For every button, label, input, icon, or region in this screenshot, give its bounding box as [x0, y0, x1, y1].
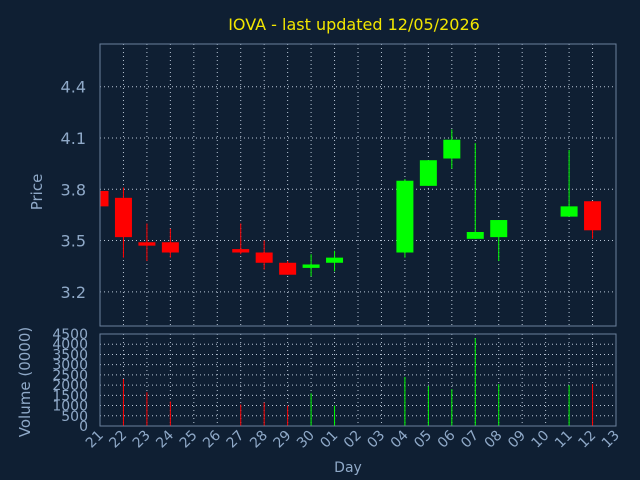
candle-body — [302, 264, 320, 268]
volume-plot-frame — [99, 333, 617, 427]
candle-body — [419, 160, 437, 186]
x-tick-label: 08 — [482, 428, 506, 452]
x-tick-label: 29 — [271, 428, 295, 452]
candle — [138, 223, 156, 262]
candle-body — [326, 257, 344, 263]
x-tick-label: 11 — [552, 428, 576, 452]
x-tick-label: 02 — [341, 428, 365, 452]
candle — [279, 261, 297, 275]
x-tick-label: 05 — [411, 428, 435, 452]
x-axis-ticks: 21 22 23 24 25 26 27 28 29 30 01 02 03 04 05 06 07 08 09 10… — [83, 427, 623, 451]
candle-body — [138, 242, 156, 246]
volume-y-tick-label: 4000 — [52, 337, 88, 353]
x-tick-label: 13 — [599, 428, 623, 452]
volume-y-tick-label: 500 — [61, 409, 88, 425]
volume-y-tick-label: 3500 — [52, 347, 88, 363]
candles — [99, 129, 602, 277]
candle-body — [114, 197, 132, 238]
candle-body — [560, 206, 578, 217]
candle — [419, 160, 437, 186]
x-tick-label: 24 — [153, 427, 177, 451]
price-y-tick-label: 3.5 — [61, 232, 86, 251]
volume-y-tick-label: 0 — [79, 419, 88, 435]
candle-body — [396, 180, 414, 253]
price-grid — [99, 44, 617, 326]
x-tick-label: 25 — [177, 428, 201, 452]
volume-y-tick-label: 2500 — [52, 368, 88, 384]
candle-body — [584, 201, 602, 231]
candle — [560, 149, 578, 217]
candle — [466, 143, 484, 239]
candle — [396, 179, 414, 258]
volume-y-tick-label: 4500 — [52, 327, 88, 343]
volume-y-tick-label: 1500 — [52, 388, 88, 404]
x-tick-label: 04 — [388, 427, 412, 451]
volume-grid — [99, 333, 617, 427]
x-tick-label: 22 — [106, 428, 130, 452]
candle — [443, 129, 461, 169]
volume-y-tick-label: 3000 — [52, 358, 88, 374]
x-tick-label: 06 — [435, 427, 459, 451]
candle — [114, 187, 132, 258]
x-tick-label: 12 — [575, 428, 599, 452]
candle — [161, 228, 179, 258]
candle — [232, 223, 250, 255]
x-tick-label: 28 — [247, 428, 271, 452]
x-tick-label: 10 — [529, 428, 553, 452]
candle-body — [255, 252, 273, 263]
price-y-ticks: 3.2 3.5 3.8 4.1 4.4 — [61, 78, 86, 302]
candle — [584, 201, 602, 239]
candle-body — [443, 139, 461, 159]
volume-axis-label: Volume (0000) — [16, 327, 34, 437]
price-y-tick-label: 4.4 — [61, 78, 86, 97]
x-tick-label: 26 — [200, 427, 224, 451]
x-axis-label: Day — [334, 460, 362, 476]
candle-body — [100, 190, 109, 207]
x-tick-label: 23 — [130, 428, 154, 452]
candle — [99, 189, 109, 209]
candle — [490, 220, 508, 262]
x-tick-label: 30 — [294, 428, 318, 452]
x-tick-label: 27 — [224, 428, 248, 452]
candle-body — [279, 262, 297, 275]
price-y-tick-label: 3.2 — [61, 283, 86, 302]
price-y-tick-label: 4.1 — [61, 129, 86, 148]
candle-body — [161, 242, 179, 253]
x-tick-label: 01 — [317, 428, 341, 452]
price-y-tick-label: 3.8 — [61, 180, 86, 199]
price-axis-label: Price — [28, 174, 46, 211]
x-tick-label: 09 — [505, 428, 529, 452]
volume-y-tick-label: 2000 — [52, 378, 88, 394]
candle — [255, 240, 273, 270]
chart-title: IOVA - last updated 12/05/2026 — [228, 15, 480, 34]
volume-y-tick-label: 1000 — [52, 399, 88, 415]
candle-body — [232, 249, 250, 253]
candle — [326, 250, 344, 272]
candle-body — [490, 220, 508, 238]
x-tick-label: 07 — [458, 428, 482, 452]
candle — [302, 254, 320, 277]
x-tick-label: 03 — [364, 428, 388, 452]
volume-bars — [122, 338, 594, 426]
price-plot-frame — [99, 43, 617, 327]
candle-body — [466, 232, 484, 239]
